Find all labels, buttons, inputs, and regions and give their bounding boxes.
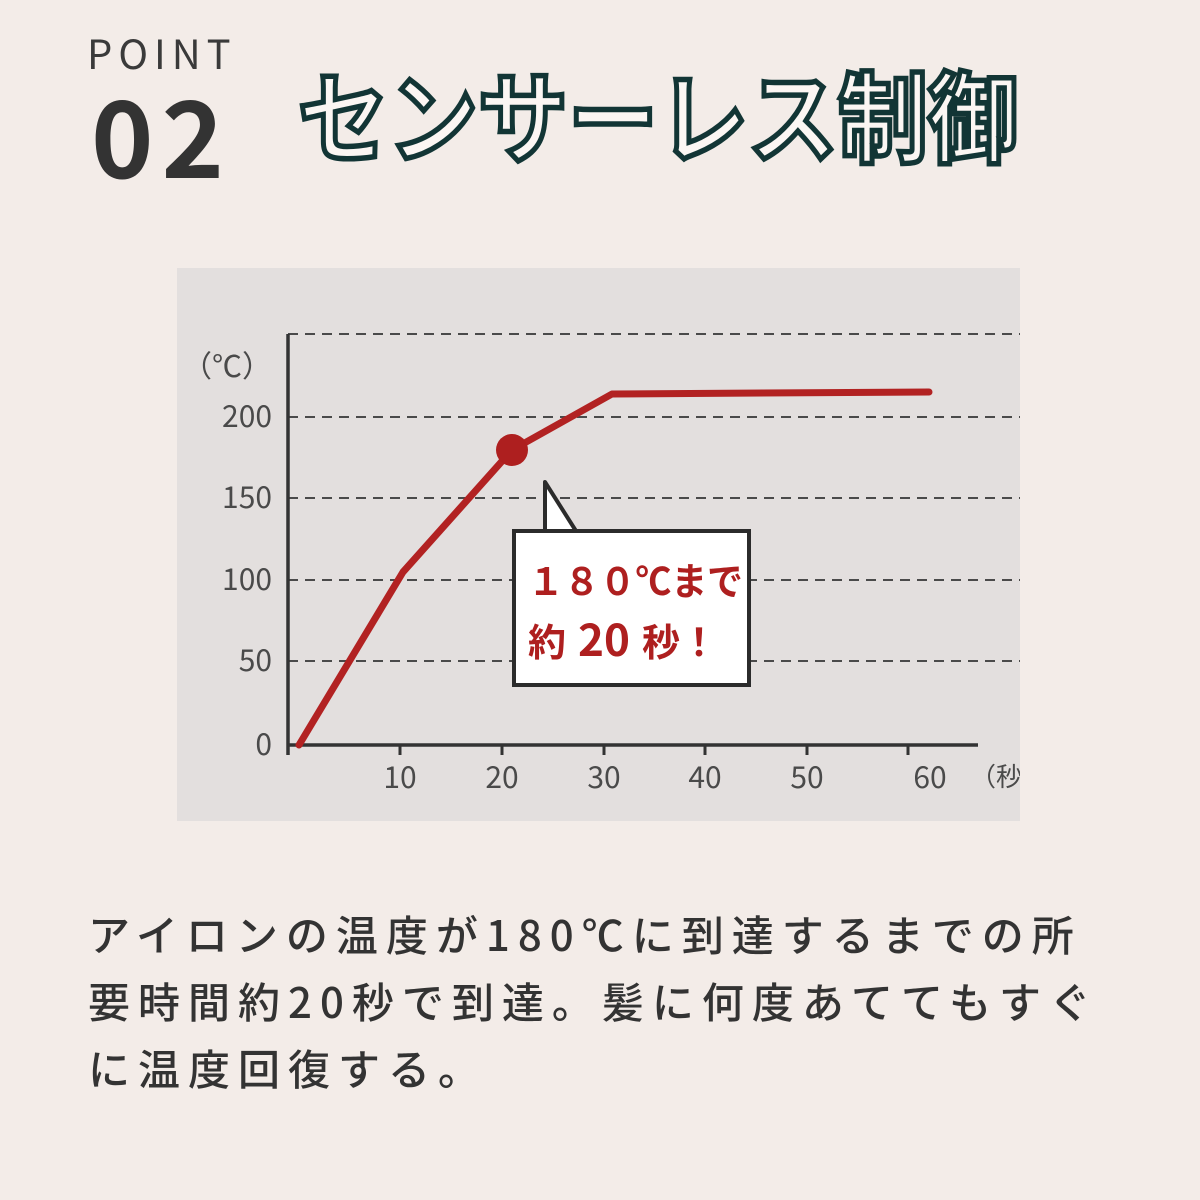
svg-text:10: 10: [383, 753, 416, 797]
svg-text:30: 30: [587, 753, 620, 797]
svg-text:約20秒！: 約 20 秒！: [528, 605, 718, 669]
svg-text:100: 100: [222, 555, 272, 599]
svg-text:１８０℃まで: １８０℃まで: [528, 551, 743, 606]
svg-text:50: 50: [790, 753, 823, 797]
svg-text:60: 60: [913, 753, 946, 797]
svg-text:200: 200: [222, 392, 272, 436]
svg-text:40: 40: [688, 753, 721, 797]
svg-text:（℃）: （℃）: [182, 342, 272, 386]
svg-text:20: 20: [485, 753, 518, 797]
svg-text:（秒）: （秒）: [970, 757, 1020, 794]
svg-text:0: 0: [255, 720, 272, 764]
svg-text:150: 150: [222, 473, 272, 517]
svg-text:50: 50: [239, 636, 272, 680]
